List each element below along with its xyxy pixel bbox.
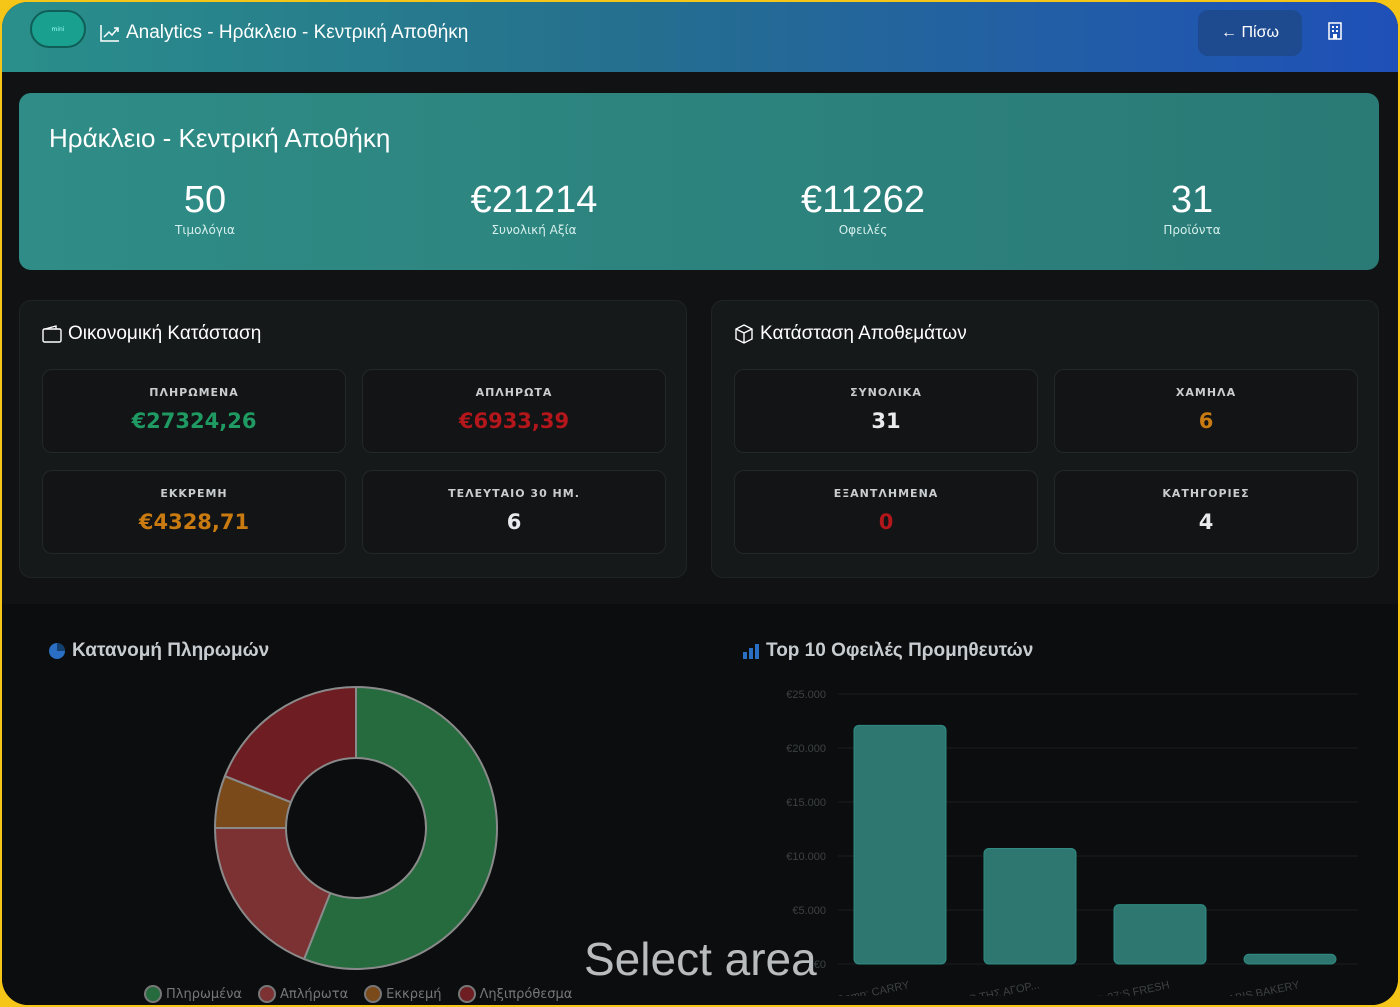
top-bar: mini Analytics - Ηράκλειο - Κεντρική Απο… [2, 2, 1398, 72]
card-label: ΣΥΝΟΛΙΚΑ [850, 386, 922, 399]
card-paid: ΠΛΗΡΩΜΕΝΑ €27324,26 [42, 369, 346, 453]
suppliers-chart-title: Top 10 Οφειλές Προμηθευτών [742, 640, 1033, 662]
finance-panel: Οικονομική Κατάσταση ΠΛΗΡΩΜΕΝΑ €27324,26… [19, 300, 687, 578]
card-pending: ΕΚΚΡΕΜΗ €4328,71 [42, 470, 346, 554]
card-label: ΤΕΛΕΥΤΑΙΟ 30 ΗΜ. [448, 487, 580, 500]
app-title-text: Analytics - Ηράκλειο - Κεντρική Αποθήκη [126, 22, 469, 43]
stat-value: €11262 [801, 179, 925, 221]
x-tick-label: NATURE&#x27;S FRESH [1045, 979, 1171, 996]
supplier-bar[interactable] [983, 847, 1077, 965]
stock-title: Κατάσταση Αποθεμάτων [734, 323, 967, 345]
card-low: ΧΑΜΗΛΑ 6 [1054, 369, 1358, 453]
finance-title-text: Οικονομική Κατάσταση [68, 323, 262, 344]
logo-text: mini [51, 25, 65, 33]
legend-swatch [457, 985, 476, 1003]
card-value: €6933,39 [458, 409, 570, 433]
card-categories: ΚΑΤΗΓΟΡΙΕΣ 4 [1054, 470, 1358, 554]
trending-up-icon [100, 25, 119, 42]
payments-legend: Πληρωμένα Απλήρωτα Εκκρεμή Ληξιπρόθεσμα [144, 985, 572, 1003]
stat-products: 31 Προϊόντα [1082, 179, 1302, 237]
payments-chart-title: Κατανομή Πληρωμών [48, 640, 269, 662]
legend-label: Πληρωμένα [166, 986, 242, 1002]
stock-panel: Κατάσταση Αποθεμάτων ΣΥΝΟΛΙΚΑ 31 ΧΑΜΗΛΑ … [711, 300, 1379, 578]
card-out-of-stock: ΕΞΑΝΤΛΗΜΕΝΑ 0 [734, 470, 1038, 554]
x-tick-label: BABIS BAKERY [1220, 979, 1301, 996]
back-button[interactable]: ← Πίσω [1198, 10, 1302, 56]
legend-swatch [257, 985, 276, 1003]
location-summary: Ηράκλειο - Κεντρική Αποθήκη 50 Τιμολόγια… [19, 93, 1379, 270]
stat-total-value: €21214 Συνολική Αξία [424, 179, 644, 237]
card-label: ΑΠΛΗΡΩΤΑ [475, 386, 553, 399]
stat-value: 50 [183, 179, 227, 221]
legend-item-paid[interactable]: Πληρωμένα [144, 985, 242, 1003]
card-value: €27324,26 [131, 409, 257, 433]
card-value: €4328,71 [138, 510, 250, 534]
stat-debts: €11262 Οφειλές [753, 179, 973, 237]
slice-unpaid[interactable] [213, 827, 332, 961]
card-value: 6 [506, 510, 522, 534]
y-tick-label: €0 [814, 959, 826, 971]
suppliers-bar-chart: €25.000€20.000€15.000€10.000€5.000€0METR… [762, 689, 1358, 996]
stat-label: Οφειλές [838, 223, 888, 237]
supplier-bar[interactable] [853, 724, 947, 965]
legend-item-pending[interactable]: Εκκρεμή [364, 985, 442, 1003]
card-label: ΧΑΜΗΛΑ [1175, 386, 1237, 399]
box-icon [735, 324, 753, 344]
suppliers-chart-title-text: Top 10 Οφειλές Προμηθευτών [766, 640, 1034, 661]
card-total: ΣΥΝΟΛΙΚΑ 31 [734, 369, 1038, 453]
location-title: Ηράκλειο - Κεντρική Αποθήκη [49, 123, 391, 153]
legend-item-unpaid[interactable]: Απλήρωτα [257, 985, 349, 1003]
charts-section: Κατανομή Πληρωμών Πληρωμένα Απλήρωτα Εκκ… [2, 604, 1398, 1005]
card-label: ΠΛΗΡΩΜΕΝΑ [149, 386, 239, 399]
legend-item-overdue[interactable]: Ληξιπρόθεσμα [457, 985, 573, 1003]
y-tick-label: €15.000 [786, 797, 826, 809]
slice-paid[interactable] [302, 685, 498, 970]
stat-invoices: 50 Τιμολόγια [95, 179, 315, 237]
pie-chart-icon [49, 643, 65, 659]
card-label: ΚΑΤΗΓΟΡΙΕΣ [1162, 487, 1250, 500]
finance-title: Οικονομική Κατάσταση [42, 323, 261, 345]
logo[interactable]: mini [30, 10, 86, 48]
y-tick-label: €10.000 [786, 851, 826, 863]
card-last-30-days: ΤΕΛΕΥΤΑΙΟ 30 ΗΜ. 6 [362, 470, 666, 554]
card-value: 4 [1198, 510, 1214, 534]
stat-value: €21214 [470, 179, 598, 221]
building-icon[interactable] [1328, 22, 1342, 45]
card-value: 31 [871, 409, 901, 433]
select-area-overlay: Select area [584, 933, 817, 985]
wallet-icon [42, 325, 62, 343]
legend-label: Ληξιπρόθεσμα [479, 986, 573, 1002]
legend-swatch [364, 985, 383, 1003]
app-title: Analytics - Ηράκλειο - Κεντρική Αποθήκη [100, 22, 468, 44]
supplier-bar[interactable] [1243, 953, 1337, 965]
y-tick-label: €25.000 [786, 689, 826, 701]
x-tick-label: ΚΡΕΟΠΩΛΕΙΟ ΤΗΣ ΑΓΟΡ... [904, 979, 1040, 996]
bar-chart-icon [743, 644, 759, 659]
y-tick-label: €20.000 [786, 743, 826, 755]
stock-title-text: Κατάσταση Αποθεμάτων [760, 323, 967, 344]
stat-label: Προϊόντα [1163, 223, 1221, 237]
payments-donut-chart [213, 685, 498, 970]
legend-swatch [144, 985, 162, 1003]
supplier-bar[interactable] [1113, 904, 1207, 965]
card-label: ΕΞΑΝΤΛΗΜΕΝΑ [833, 487, 939, 500]
legend-label: Απλήρωτα [279, 986, 349, 1002]
payments-chart-title-text: Κατανομή Πληρωμών [72, 640, 270, 661]
card-value: 6 [1198, 409, 1214, 433]
y-tick-label: €5.000 [792, 905, 826, 917]
card-unpaid: ΑΠΛΗΡΩΤΑ €6933,39 [362, 369, 666, 453]
card-label: ΕΚΚΡΕΜΗ [160, 487, 228, 500]
card-value: 0 [878, 510, 894, 534]
legend-label: Εκκρεμή [386, 986, 442, 1002]
stat-value: 31 [1170, 179, 1214, 221]
stat-label: Συνολική Αξία [491, 223, 577, 237]
stat-label: Τιμολόγια [175, 223, 235, 237]
slice-overdue[interactable] [223, 685, 357, 804]
